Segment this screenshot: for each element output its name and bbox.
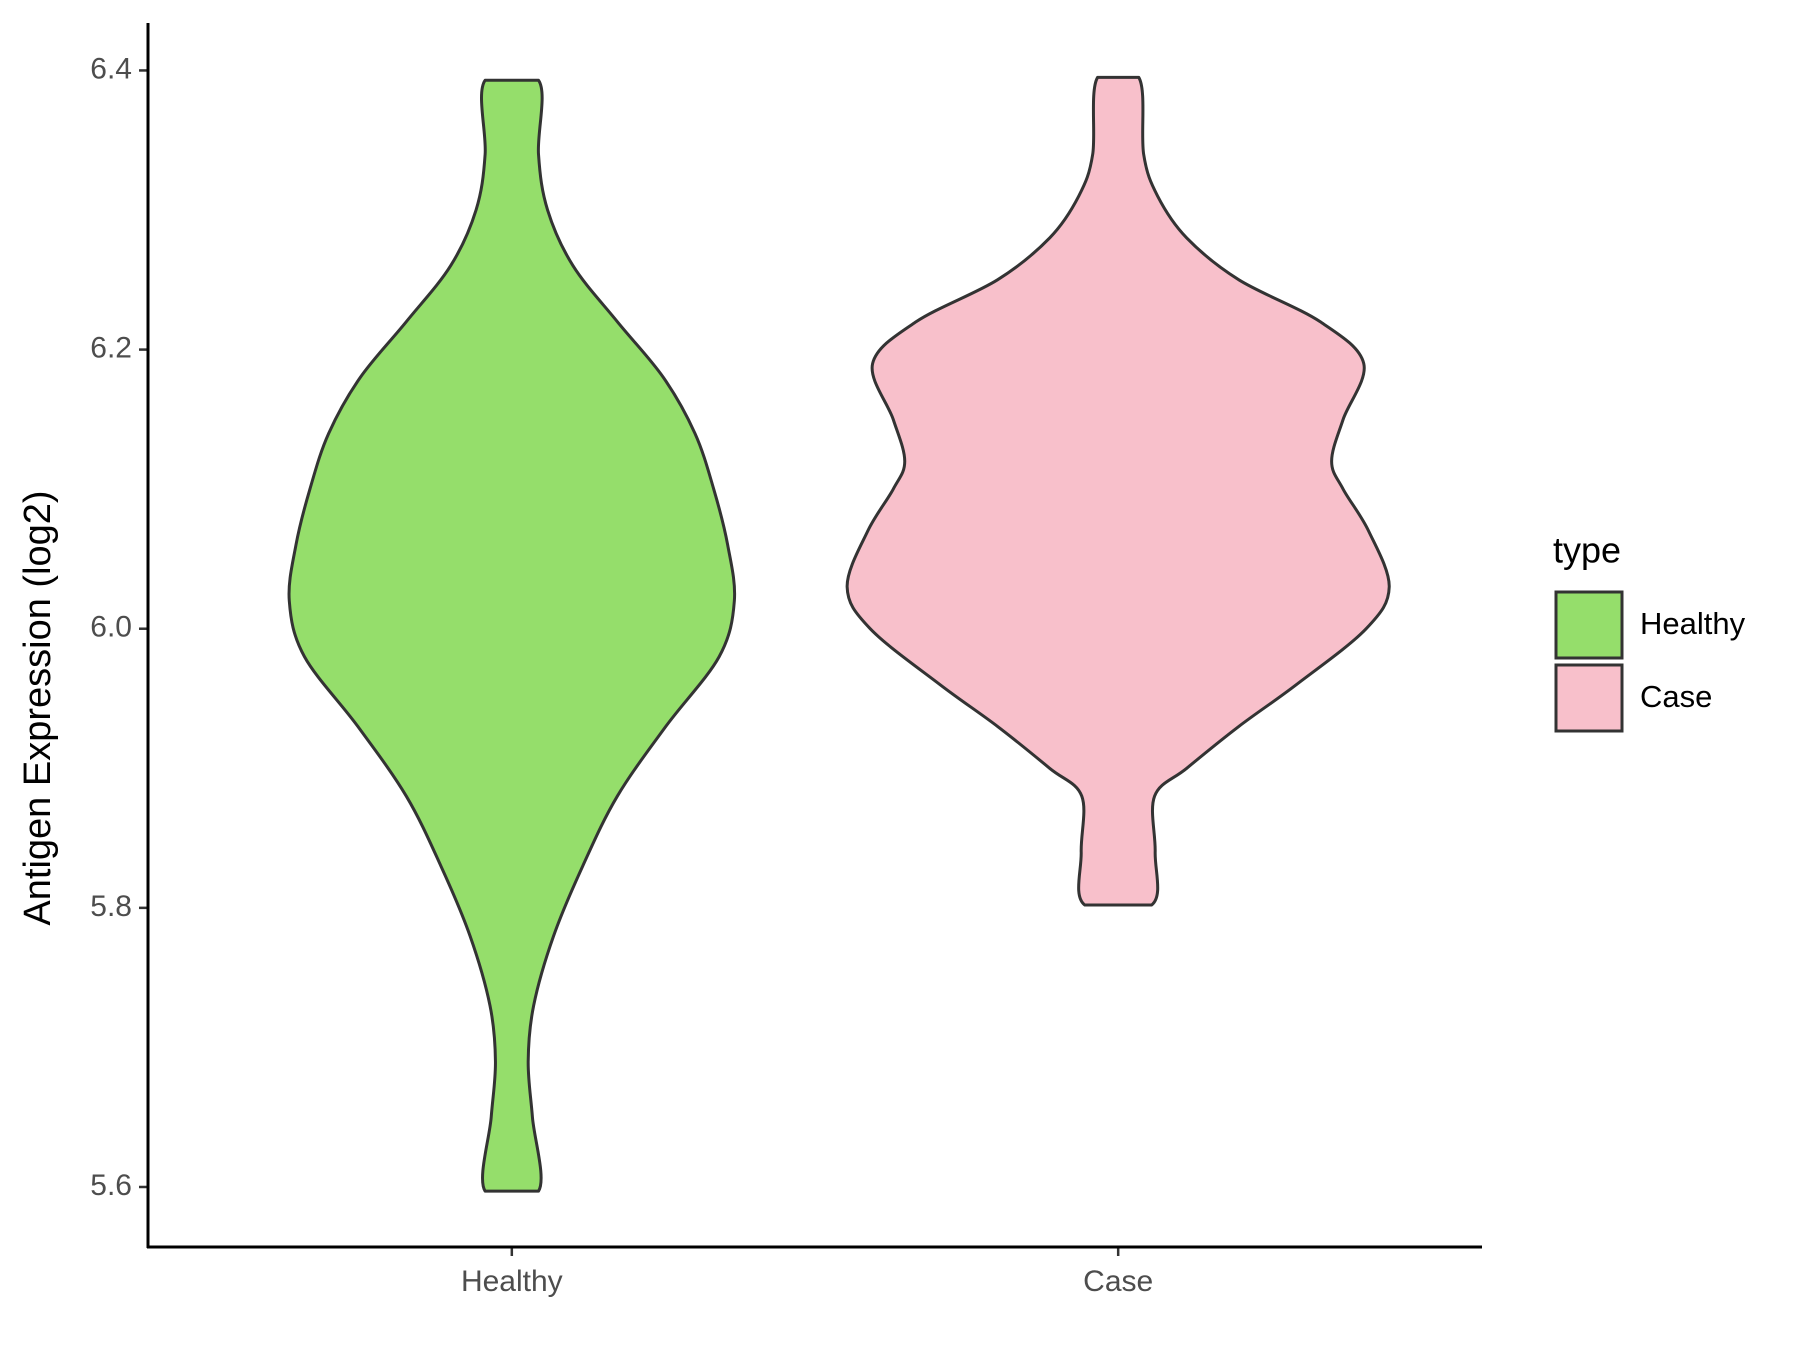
legend-key — [1554, 590, 1624, 660]
legend-label: Case — [1640, 679, 1712, 714]
x-tick-label: Case — [1083, 1265, 1153, 1298]
violin — [287, 78, 737, 1193]
y-tick-label: 5.6 — [90, 1169, 132, 1202]
y-tick-label: 5.8 — [90, 890, 132, 923]
y-axis-title: Antigen Expression (log2) — [17, 490, 59, 925]
y-tick-label: 6.0 — [90, 611, 132, 644]
violin — [845, 75, 1391, 907]
legend-key — [1554, 663, 1624, 733]
legend-label: Healthy — [1640, 606, 1746, 641]
legend-title: type — [1553, 530, 1621, 571]
x-tick-label: Healthy — [461, 1265, 563, 1298]
y-tick-label: 6.4 — [90, 52, 132, 85]
y-tick-label: 6.2 — [90, 332, 132, 365]
